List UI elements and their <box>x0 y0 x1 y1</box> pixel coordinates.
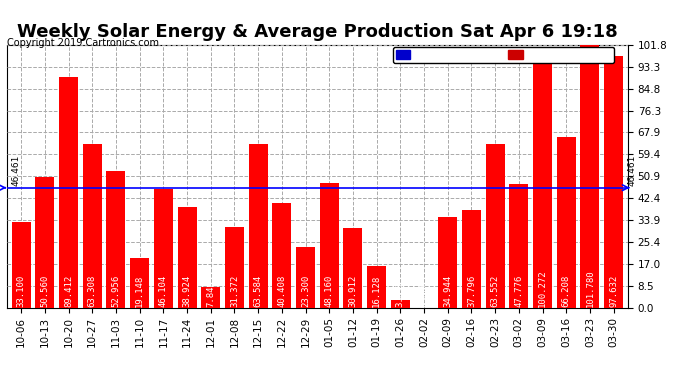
Text: 3.012: 3.012 <box>396 280 405 307</box>
Text: 50.560: 50.560 <box>40 274 49 307</box>
Bar <box>12 222 30 308</box>
Text: 52.956: 52.956 <box>111 274 121 307</box>
Bar <box>486 144 504 308</box>
Bar <box>296 248 315 308</box>
Bar <box>130 258 149 308</box>
Bar <box>35 177 55 308</box>
Bar <box>83 144 101 308</box>
Bar <box>438 217 457 308</box>
Text: Copyright 2019 Cartronics.com: Copyright 2019 Cartronics.com <box>7 38 159 48</box>
Bar <box>367 266 386 308</box>
Bar <box>462 210 481 308</box>
Text: 89.412: 89.412 <box>64 274 73 307</box>
Text: 7.840: 7.840 <box>206 280 215 307</box>
Bar <box>248 144 268 308</box>
Text: 34.944: 34.944 <box>443 274 452 307</box>
Text: 46.461: 46.461 <box>12 155 21 186</box>
Bar <box>391 300 410 307</box>
Text: 33.100: 33.100 <box>17 274 26 307</box>
Text: 40.408: 40.408 <box>277 274 286 307</box>
Text: 63.584: 63.584 <box>254 274 263 307</box>
Bar <box>557 137 575 308</box>
Bar <box>509 184 529 308</box>
Text: 37.796: 37.796 <box>467 274 476 307</box>
Text: 63.308: 63.308 <box>88 274 97 307</box>
Text: 19.148: 19.148 <box>135 274 144 307</box>
Text: 97.632: 97.632 <box>609 274 618 307</box>
Bar <box>604 56 623 308</box>
Text: 30.912: 30.912 <box>348 274 357 307</box>
Text: 66.208: 66.208 <box>562 274 571 307</box>
Text: 38.924: 38.924 <box>183 274 192 307</box>
Bar <box>59 77 78 308</box>
Text: 101.780: 101.780 <box>586 269 595 307</box>
Bar <box>154 189 172 308</box>
Text: 100.272: 100.272 <box>538 269 547 307</box>
Bar <box>273 203 291 308</box>
Text: 63.552: 63.552 <box>491 274 500 307</box>
Bar <box>533 49 552 308</box>
Title: Weekly Solar Energy & Average Production Sat Apr 6 19:18: Weekly Solar Energy & Average Production… <box>17 22 618 40</box>
Bar <box>225 226 244 308</box>
Bar <box>106 171 126 308</box>
Text: 48.160: 48.160 <box>325 274 334 307</box>
Text: 0.000: 0.000 <box>420 280 428 307</box>
Bar <box>580 45 600 308</box>
Text: 16.128: 16.128 <box>372 274 381 307</box>
Text: 46.461: 46.461 <box>628 155 637 186</box>
Text: 46.104: 46.104 <box>159 274 168 307</box>
Bar <box>319 183 339 308</box>
Legend: Average  (kWh), Weekly  (kWh): Average (kWh), Weekly (kWh) <box>393 47 613 63</box>
Bar <box>201 287 220 308</box>
Bar <box>177 207 197 308</box>
Text: 23.300: 23.300 <box>301 274 310 307</box>
Text: 47.776: 47.776 <box>514 274 524 307</box>
Text: 31.372: 31.372 <box>230 274 239 307</box>
Bar <box>344 228 362 308</box>
